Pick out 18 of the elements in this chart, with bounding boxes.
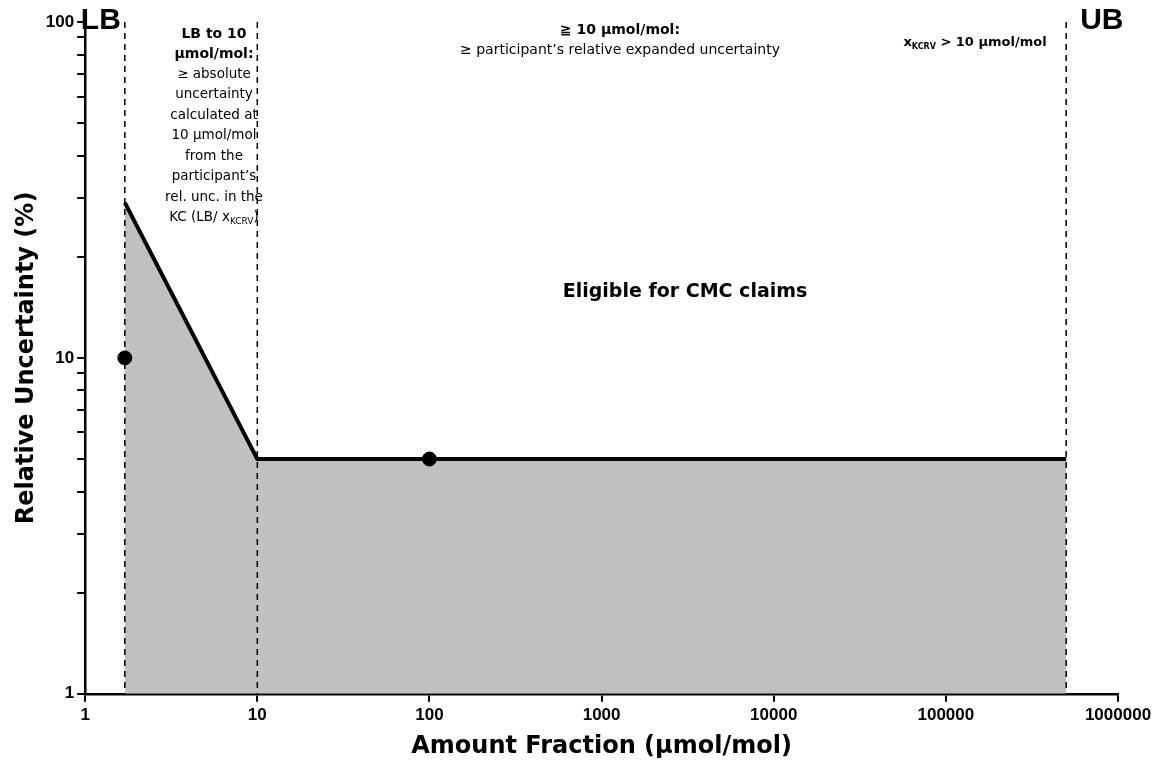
x-tick-label: 1000 bbox=[582, 704, 621, 724]
y-tick-label: 10 bbox=[55, 347, 75, 367]
annotation: ≧ 10 µmol/mol: bbox=[560, 21, 680, 37]
x-tick-label: 10000 bbox=[750, 704, 798, 724]
y-axis-title: Relative Uncertainty (%) bbox=[10, 191, 39, 525]
x-tick-label: 100 bbox=[415, 704, 444, 724]
y-tick-label: 100 bbox=[45, 11, 75, 31]
annotation: LB to 10 µmol/mol: bbox=[174, 25, 254, 61]
x-tick-label: 1 bbox=[80, 704, 90, 724]
annotation: Eligible for CMC claims bbox=[562, 279, 808, 301]
ref-line-label: LB bbox=[80, 2, 121, 36]
x-tick-label: 100000 bbox=[917, 704, 975, 724]
annotation: ≥ participant’s relative expanded uncertainty bbox=[460, 41, 780, 57]
x-axis-title: Amount Fraction (µmol/mol) bbox=[411, 730, 792, 759]
ref-line-label: UB bbox=[1080, 2, 1124, 36]
x-tick-label: 1000000 bbox=[1084, 704, 1152, 724]
y-tick-label: 1 bbox=[64, 683, 75, 703]
x-tick-label: 10 bbox=[247, 704, 267, 724]
